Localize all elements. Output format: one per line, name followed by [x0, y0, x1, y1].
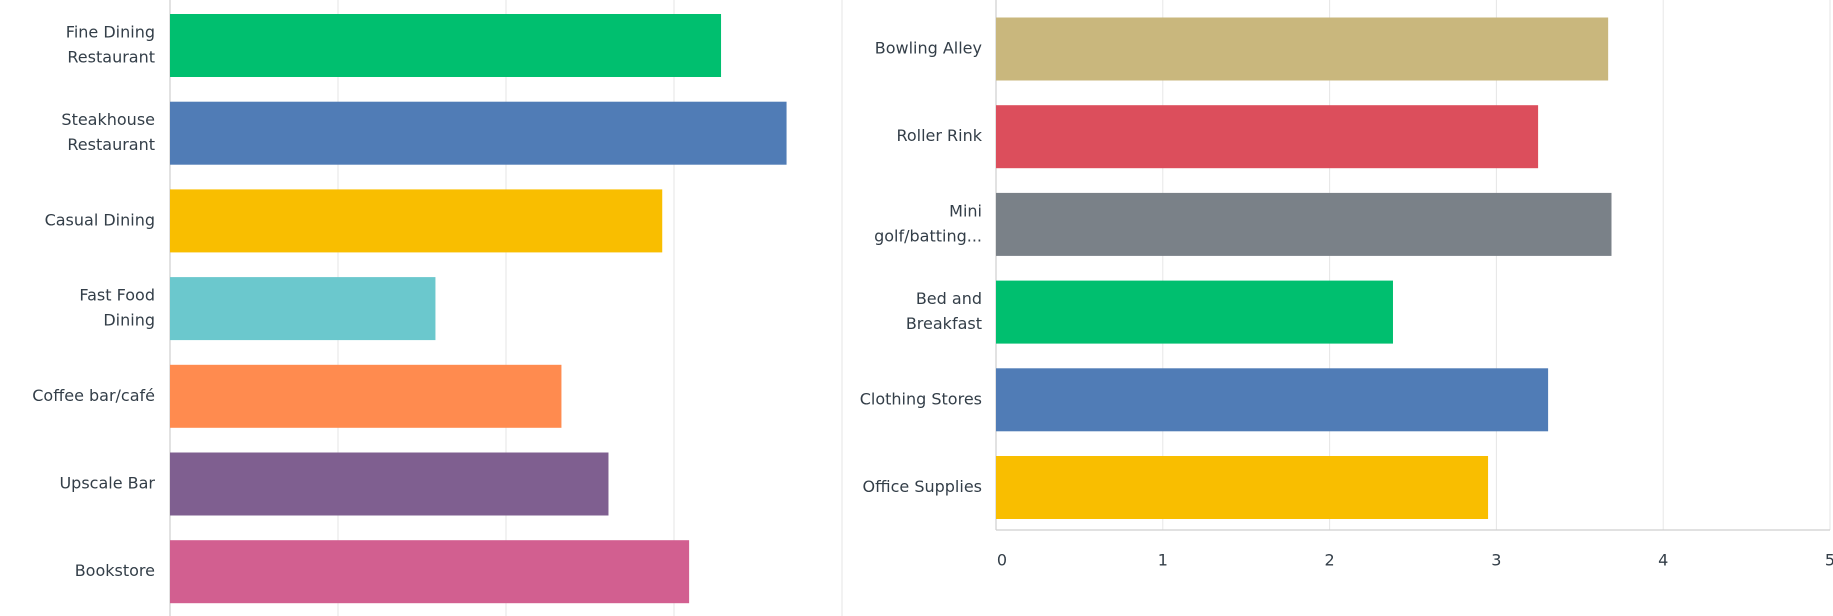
x-tick-label: 1: [1158, 551, 1168, 570]
bar: [996, 105, 1539, 169]
y-tick-label: Restaurant: [67, 48, 155, 67]
y-tick-label: Fast Food: [79, 286, 155, 305]
bar: [170, 189, 663, 253]
x-tick-label: 2: [1325, 551, 1335, 570]
y-tick-label: Mini: [949, 201, 982, 220]
y-tick-label: Coffee bar/café: [32, 386, 155, 405]
x-tick-label: 0: [997, 551, 1007, 570]
y-tick-label: Breakfast: [906, 314, 982, 333]
bar: [170, 452, 609, 516]
y-tick-label: Casual Dining: [45, 210, 155, 229]
bar: [996, 17, 1609, 81]
y-tick-label: Roller Rink: [896, 126, 982, 145]
y-tick-label: Fine Dining: [66, 23, 155, 42]
y-tick-label: Office Supplies: [863, 477, 982, 496]
bar: [996, 280, 1393, 344]
bar: [996, 368, 1549, 432]
y-tick-label: Bookstore: [75, 561, 155, 580]
y-tick-label: Dining: [103, 311, 155, 330]
y-tick-label: Clothing Stores: [860, 389, 982, 408]
y-tick-label: Bed and: [916, 289, 982, 308]
y-tick-label: Restaurant: [67, 135, 155, 154]
x-tick-label: 4: [1658, 551, 1668, 570]
y-tick-label: Steakhouse: [61, 110, 155, 129]
bar: [170, 14, 722, 77]
bar: [996, 456, 1489, 519]
x-tick-label: 5: [1825, 551, 1833, 570]
y-tick-label: golf/batting...: [874, 226, 982, 245]
y-tick-label: Bowling Alley: [875, 39, 982, 58]
x-tick-label: 3: [1491, 551, 1501, 570]
y-tick-label: Upscale Bar: [59, 474, 155, 493]
bar: [170, 364, 562, 428]
bar: [170, 540, 690, 604]
bar: [170, 277, 436, 341]
bar: [170, 101, 787, 165]
bar: [996, 192, 1612, 256]
